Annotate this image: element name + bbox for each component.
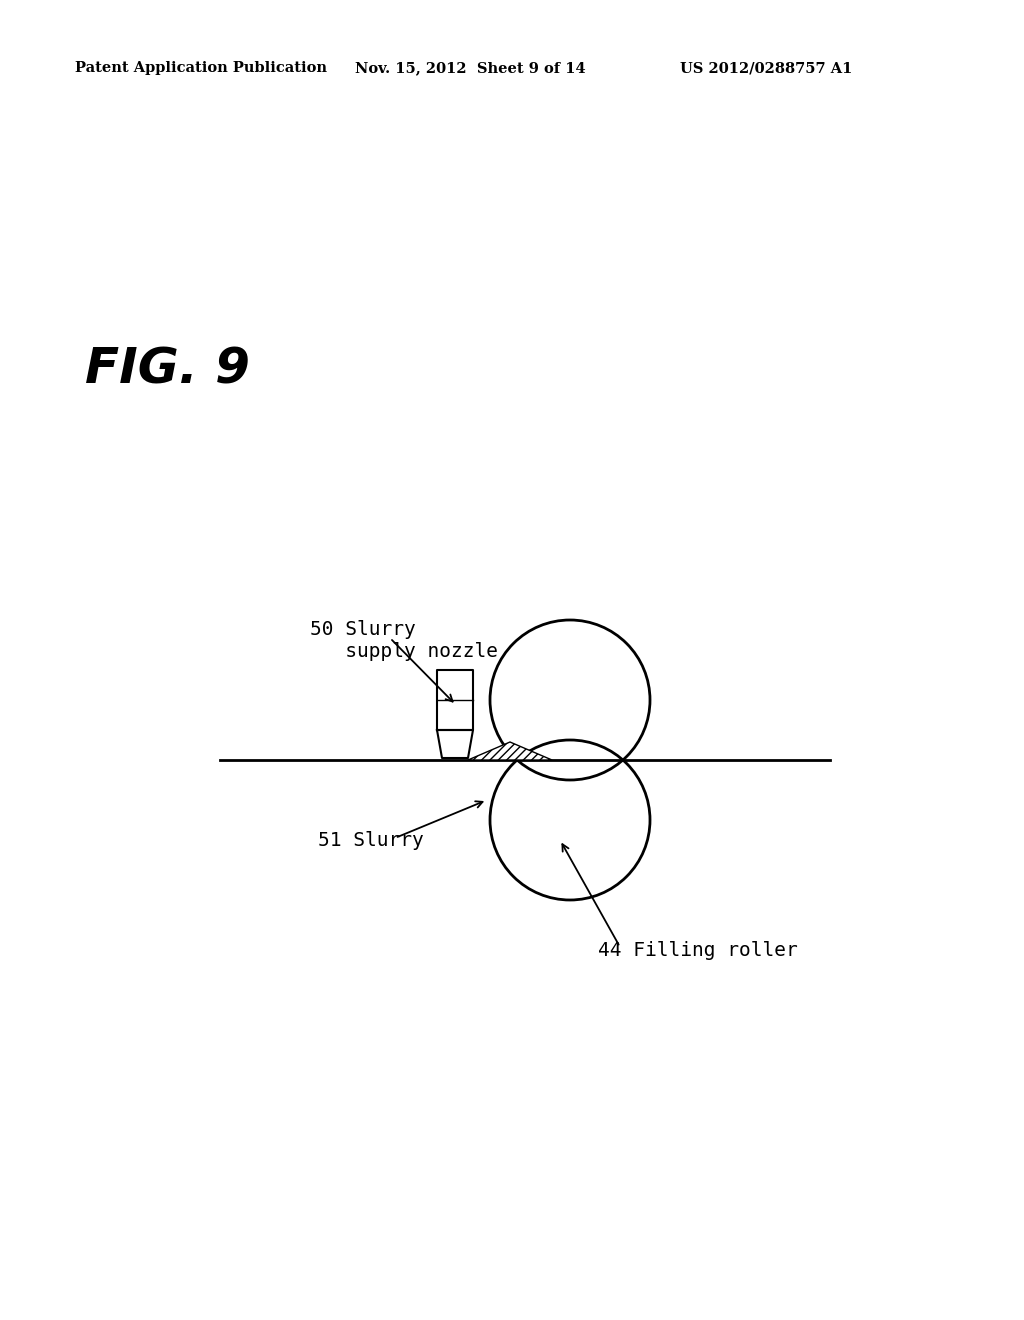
Text: 44 Filling roller: 44 Filling roller: [598, 940, 798, 960]
Text: Patent Application Publication: Patent Application Publication: [75, 61, 327, 75]
Text: 51 Slurry: 51 Slurry: [318, 830, 424, 850]
Text: FIG. 9: FIG. 9: [85, 345, 250, 393]
Text: 50 Slurry
   supply nozzle: 50 Slurry supply nozzle: [310, 620, 498, 661]
Text: Nov. 15, 2012  Sheet 9 of 14: Nov. 15, 2012 Sheet 9 of 14: [355, 61, 586, 75]
Polygon shape: [468, 742, 552, 760]
Text: US 2012/0288757 A1: US 2012/0288757 A1: [680, 61, 852, 75]
